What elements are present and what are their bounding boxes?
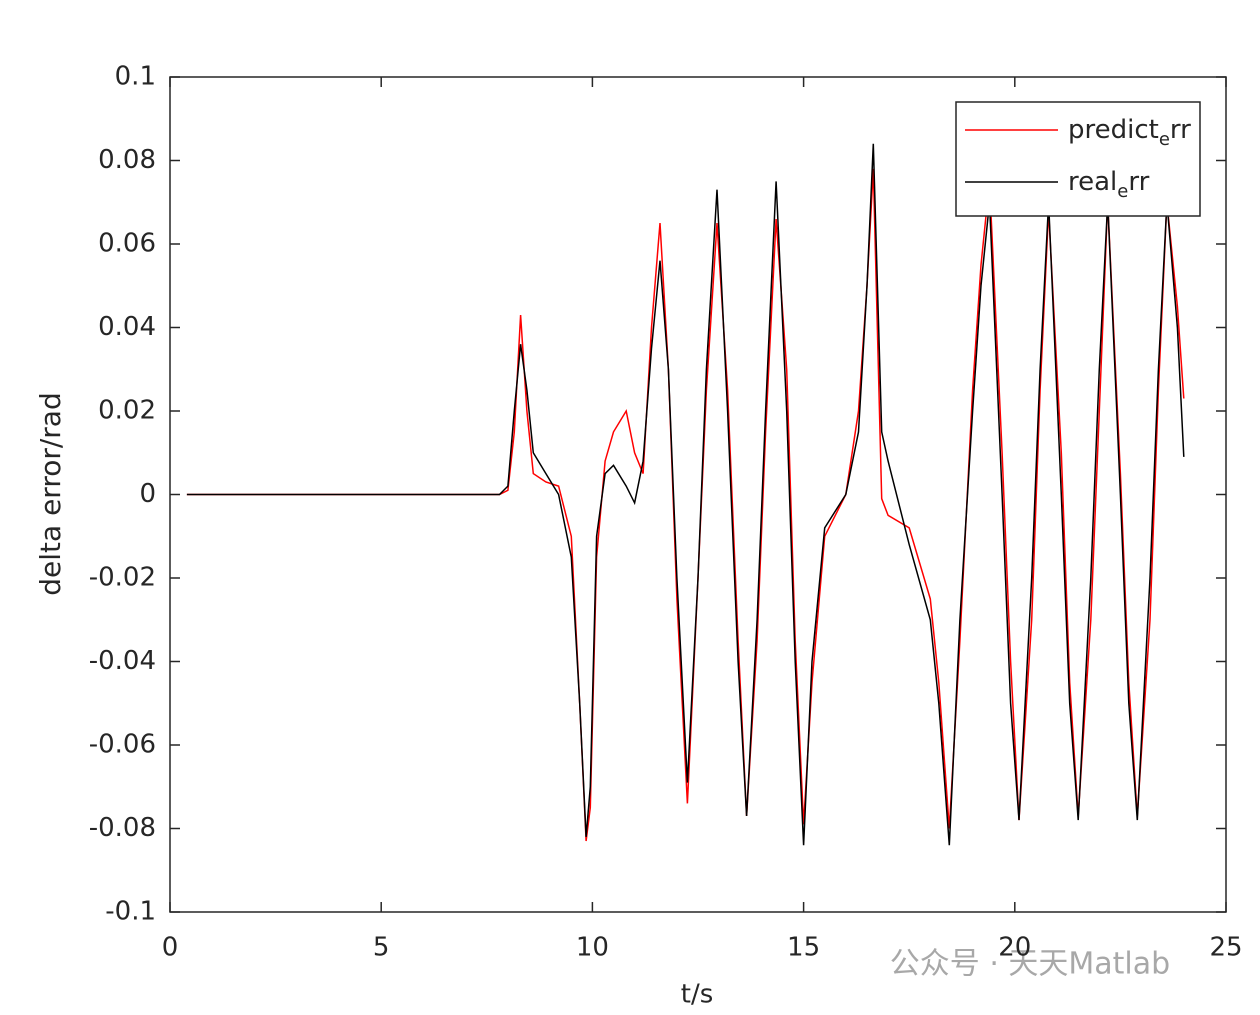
- x-tick-label: 0: [162, 933, 179, 963]
- y-tick-label: -0.1: [105, 897, 156, 927]
- x-tick-label: 10: [576, 933, 609, 963]
- legend-label: realerr: [1068, 167, 1150, 203]
- x-tick-label: 25: [1209, 933, 1242, 963]
- legend-box: [955, 101, 1201, 217]
- x-tick-label: 15: [787, 933, 820, 963]
- y-tick-label: 0.02: [98, 396, 156, 426]
- y-tick-label: -0.02: [89, 563, 156, 593]
- y-tick-label: -0.04: [89, 646, 156, 676]
- y-tick-label: -0.06: [89, 730, 156, 760]
- y-tick-label: -0.08: [89, 813, 156, 843]
- x-tick-label: 20: [998, 933, 1031, 963]
- y-tick-label: 0.04: [98, 312, 156, 342]
- y-tick-label: 0.08: [98, 145, 156, 175]
- x-tick-label: 5: [373, 933, 390, 963]
- y-tick-label: 0: [139, 479, 156, 509]
- x-axis-label: t/s: [681, 980, 714, 1010]
- legend-label: predicterr: [1068, 115, 1191, 151]
- y-axis-label: delta error/rad: [34, 392, 67, 595]
- y-tick-label: 0.1: [115, 62, 156, 92]
- data-line: [186, 143, 1185, 846]
- watermark: 公众号 · 天天Matlab: [890, 947, 1170, 982]
- y-tick-label: 0.06: [98, 229, 156, 259]
